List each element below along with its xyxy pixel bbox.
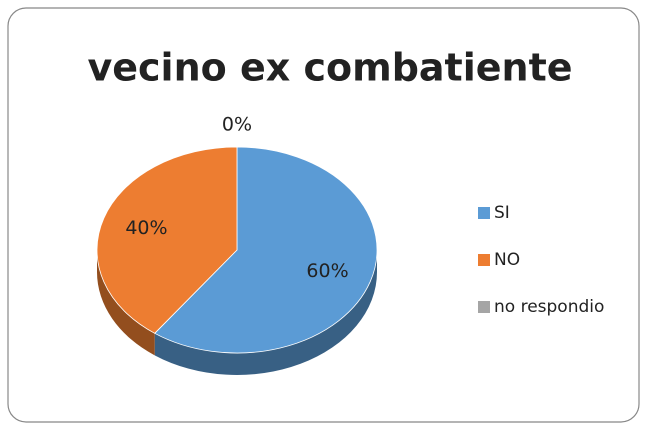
data-label: 40% (125, 217, 167, 239)
legend-swatch (478, 207, 490, 219)
chart-title: vecino ex combatiente (87, 46, 572, 90)
legend-label: no respondio (494, 297, 604, 317)
pie-slice (154, 146, 378, 354)
data-label: 0% (222, 114, 252, 136)
pie-side (154, 250, 377, 375)
pie-side (97, 250, 155, 356)
legend-label: NO (494, 250, 520, 270)
legend-label: SI (494, 203, 510, 223)
legend-swatch (478, 301, 490, 313)
pie-slice (96, 146, 238, 334)
data-label: 60% (306, 260, 348, 282)
legend-swatch (478, 254, 490, 266)
